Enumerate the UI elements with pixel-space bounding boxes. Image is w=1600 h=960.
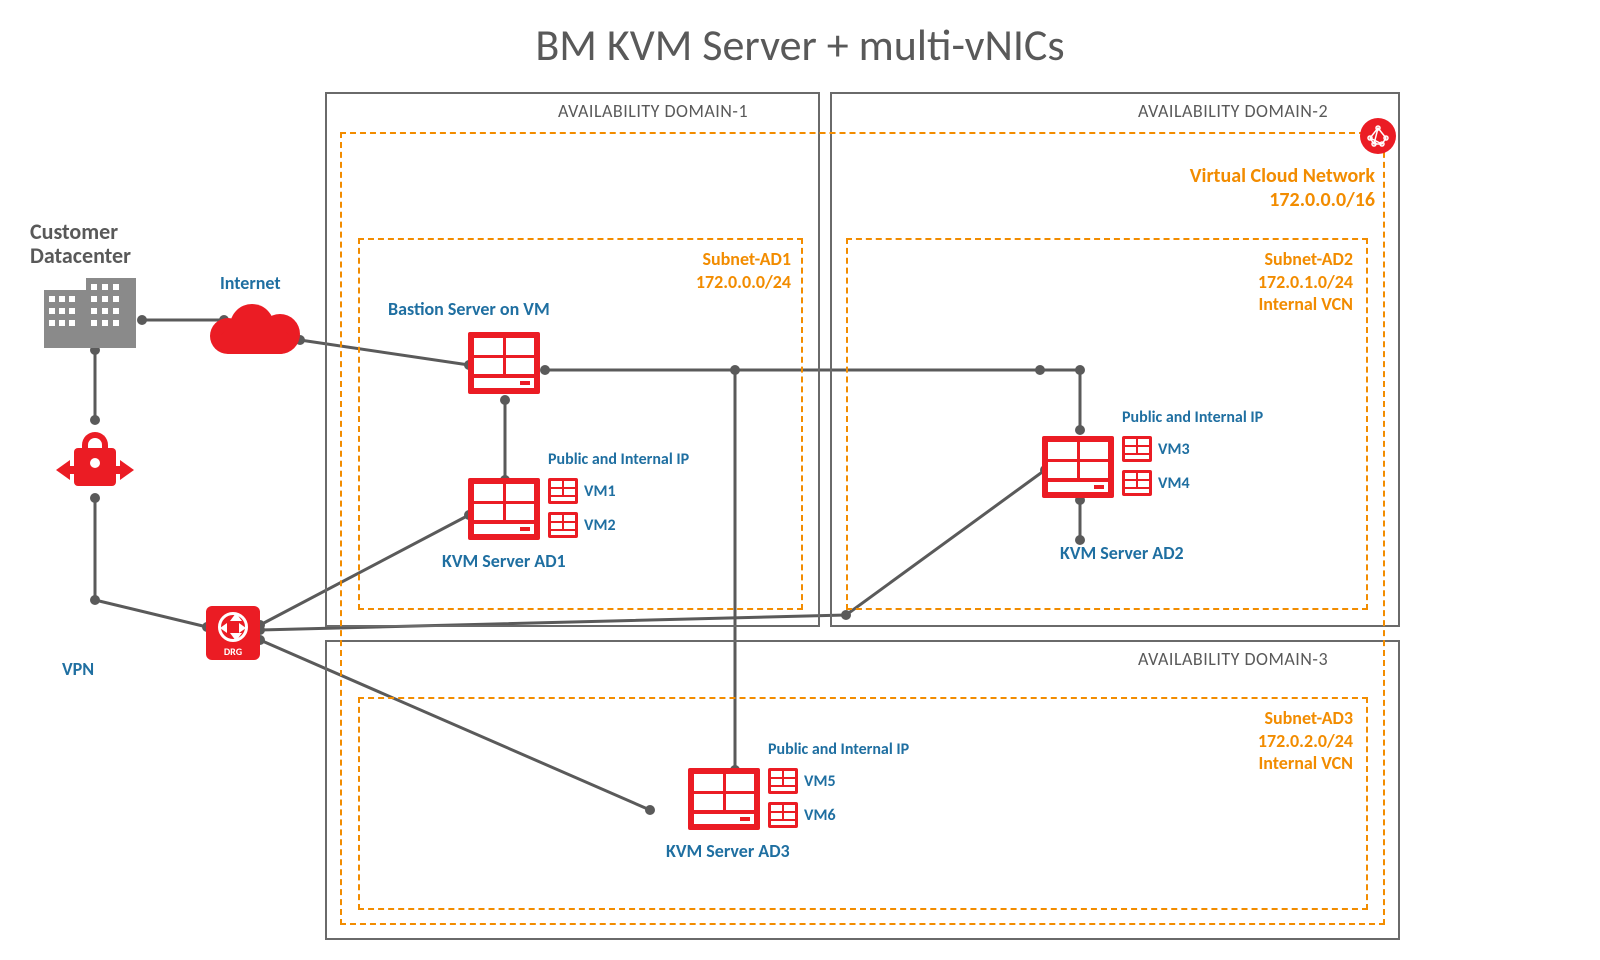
vcn-name: Virtual Cloud Network [1120,164,1375,188]
kvm3-vm5-label: VM5 [804,772,836,791]
kvm1-vm2-icon [548,512,578,538]
kvm3-vm5-icon [768,768,798,794]
subnet-ad1-box [358,238,803,610]
subnet-ad3-name: Subnet-AD3 [1198,707,1353,730]
subnet-ad3-extra: Internal VCN [1198,752,1353,775]
subnet-ad2-cidr: 172.0.1.0/24 [1198,271,1353,294]
internet-label: Internet [220,272,281,294]
subnet-ad2-extra: Internal VCN [1198,293,1353,316]
kvm1-vm2-label: VM2 [584,516,616,535]
kvm3-label: KVM Server AD3 [666,840,790,862]
kvm2-label: KVM Server AD2 [1060,542,1184,564]
kvm2-ip-label: Public and Internal IP [1122,408,1263,427]
kvm1-ip-label: Public and Internal IP [548,450,689,469]
subnet-ad1-name: Subnet-AD1 [636,248,791,271]
kvm1-server-icon [468,478,540,540]
cloud-icon [210,300,300,358]
kvm3-vm6-label: VM6 [804,806,836,825]
kvm2-vm4-icon [1122,470,1152,496]
subnet-ad3-cidr: 172.0.2.0/24 [1198,730,1353,753]
vpn-label: VPN [62,658,94,680]
kvm1-label: KVM Server AD1 [442,550,566,572]
kvm2-vm3-label: VM3 [1158,440,1190,459]
vcn-icon [1360,118,1396,154]
bastion-server-icon [468,332,540,394]
subnet-ad3-label: Subnet-AD3 172.0.2.0/24 Internal VCN [1198,707,1353,775]
lock-router-icon [60,420,130,500]
subnet-ad2-name: Subnet-AD2 [1198,248,1353,271]
subnet-ad1-cidr: 172.0.0.0/24 [636,271,791,294]
subnet-ad2-label: Subnet-AD2 172.0.1.0/24 Internal VCN [1198,248,1353,316]
kvm3-ip-label: Public and Internal IP [768,740,909,759]
kvm1-vm1-icon [548,478,578,504]
kvm2-server-icon [1042,436,1114,498]
kvm3-vm6-icon [768,802,798,828]
ad2-title: AVAILABILITY DOMAIN-2 [1138,100,1328,122]
subnet-ad1-label: Subnet-AD1 172.0.0.0/24 [636,248,791,293]
kvm3-server-icon [688,768,760,830]
kvm2-vm4-label: VM4 [1158,474,1190,493]
kvm2-vm3-icon [1122,436,1152,462]
drg-label: DRG [206,645,260,658]
ad1-title: AVAILABILITY DOMAIN-1 [558,100,748,122]
buildings-icon [42,278,142,348]
kvm1-vm1-label: VM1 [584,482,616,501]
bastion-label: Bastion Server on VM [388,298,550,320]
customer-label: Customer Datacenter [30,220,131,268]
vcn-label: Virtual Cloud Network 172.0.0.0/16 [1120,164,1375,212]
diagram-title: BM KVM Server + multi-vNICs [0,18,1600,72]
vcn-cidr: 172.0.0.0/16 [1120,188,1375,212]
drg-icon: DRG [206,606,260,660]
ad3-title: AVAILABILITY DOMAIN-3 [1138,648,1328,670]
